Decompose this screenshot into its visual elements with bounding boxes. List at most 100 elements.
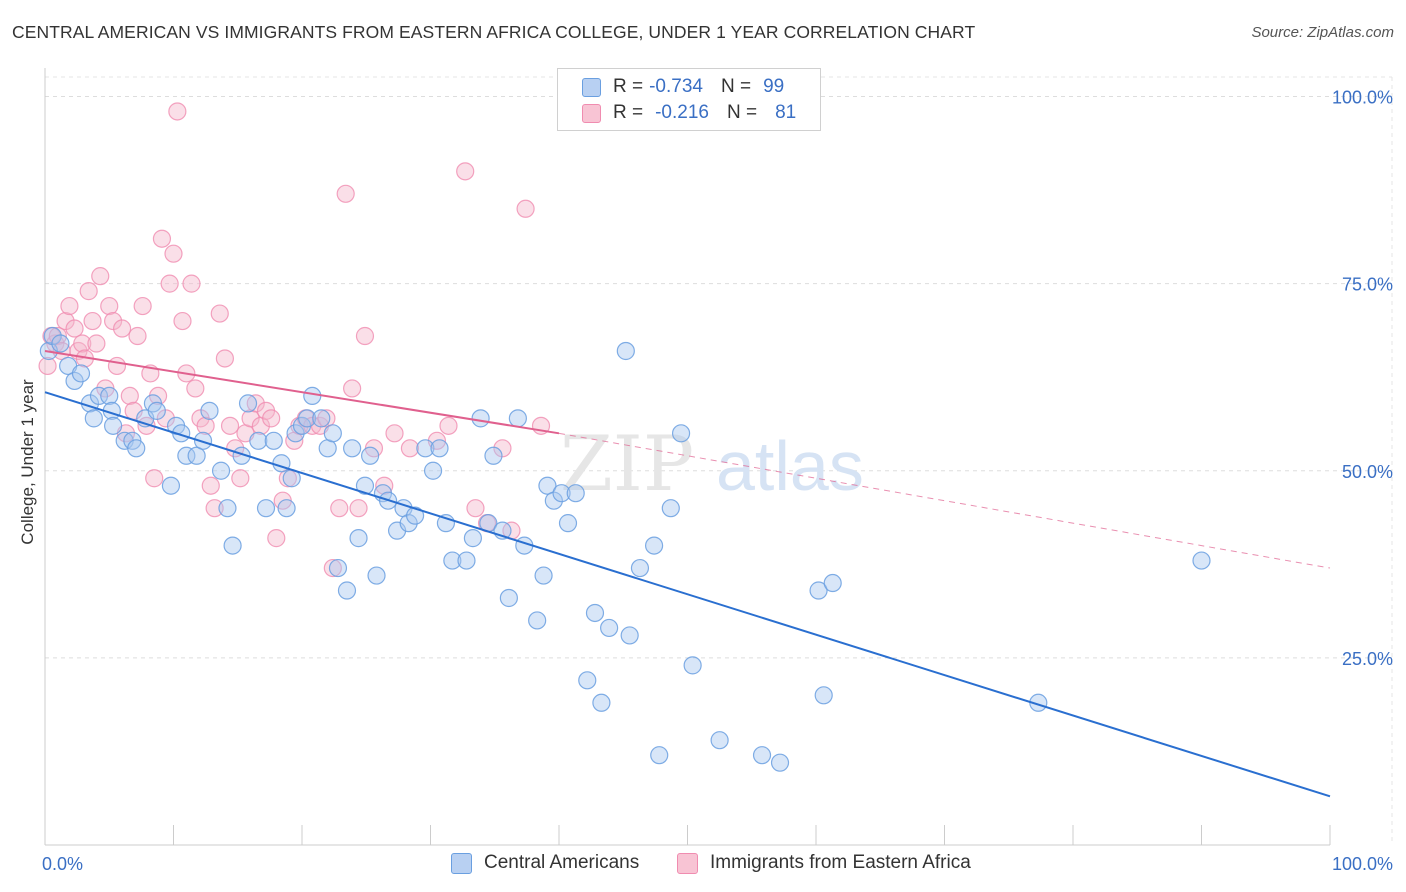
- data-point-central-americans: [499, 588, 518, 608]
- data-point-central-americans: [578, 671, 597, 690]
- data-point-eastern-africa: [87, 334, 106, 353]
- data-point-eastern-africa: [385, 424, 404, 443]
- data-point-central-americans: [303, 386, 322, 405]
- data-point-central-americans: [286, 424, 305, 443]
- data-point-eastern-africa: [107, 356, 127, 376]
- legend-swatch-blue: [582, 77, 601, 97]
- data-point-eastern-africa: [38, 356, 57, 376]
- data-point-central-americans: [508, 409, 527, 428]
- data-point-central-americans: [277, 499, 296, 518]
- data-point-eastern-africa: [278, 469, 297, 488]
- data-point-eastern-africa: [516, 199, 535, 218]
- data-point-central-americans: [616, 341, 635, 361]
- data-point-central-americans: [104, 416, 123, 435]
- data-point-central-americans: [211, 461, 231, 480]
- data-point-central-americans: [51, 334, 70, 353]
- data-point-eastern-africa: [456, 162, 475, 181]
- data-point-eastern-africa: [79, 282, 98, 301]
- data-point-central-americans: [534, 566, 553, 585]
- trend-line-central-americans: [44, 391, 1331, 798]
- series-legend: Central Americans Immigrants from Easter…: [0, 852, 1406, 876]
- data-point-central-americans: [399, 514, 418, 533]
- data-point-eastern-africa: [186, 379, 205, 398]
- data-point-central-americans: [809, 581, 828, 600]
- legend-r-label: R =: [613, 76, 644, 97]
- data-point-central-americans: [661, 499, 680, 518]
- y-tick-label: 100.0%: [1332, 88, 1393, 108]
- data-point-eastern-africa: [400, 439, 420, 458]
- legend-item-eastern-africa[interactable]: Immigrants from Eastern Africa: [677, 852, 971, 874]
- data-point-central-americans: [585, 603, 605, 623]
- data-point-central-americans: [592, 693, 611, 712]
- data-point-central-americans: [161, 476, 181, 495]
- data-point-central-americans: [650, 746, 669, 765]
- data-point-central-americans: [630, 558, 650, 578]
- data-point-central-americans: [361, 446, 380, 465]
- data-point-central-americans: [538, 476, 557, 495]
- data-point-central-americans: [249, 431, 268, 450]
- data-point-eastern-africa: [168, 102, 187, 121]
- data-point-central-americans: [552, 484, 571, 503]
- data-point-eastern-africa: [60, 296, 79, 316]
- legend-row-eastern-africa: R = -0.216 N = 81: [582, 102, 796, 124]
- data-point-eastern-africa: [128, 326, 147, 346]
- data-point-central-americans: [443, 551, 462, 570]
- data-point-eastern-africa: [466, 499, 485, 518]
- y-tick-label: 25.0%: [1342, 649, 1393, 669]
- data-point-central-americans: [89, 386, 109, 405]
- legend-n-value: 81: [775, 102, 797, 123]
- legend-item-central-americans[interactable]: Central Americans: [451, 852, 639, 874]
- data-point-central-americans: [312, 409, 331, 428]
- data-point-central-americans: [71, 364, 91, 383]
- legend-n-value: 99: [763, 76, 785, 97]
- tick-labels: 25.0% 50.0% 75.0% 100.0% 0.0% 100.0%: [42, 88, 1393, 875]
- data-point-central-americans: [823, 573, 842, 593]
- data-point-central-americans: [484, 446, 503, 465]
- data-point-central-americans: [457, 551, 476, 570]
- data-point-eastern-africa: [152, 229, 172, 248]
- data-point-eastern-africa: [267, 529, 286, 548]
- data-point-eastern-africa: [343, 379, 362, 398]
- legend-n-label: N =: [726, 102, 758, 123]
- trend-line-eastern-africa-extension: [558, 432, 1331, 569]
- data-point-central-americans: [193, 431, 213, 450]
- data-point-central-americans: [337, 581, 357, 600]
- data-point-eastern-africa: [182, 274, 201, 293]
- data-point-eastern-africa: [262, 409, 281, 428]
- data-point-eastern-africa: [220, 416, 240, 435]
- data-point-central-americans: [187, 446, 206, 465]
- data-point-eastern-africa: [112, 319, 132, 338]
- data-point-central-americans: [683, 656, 702, 675]
- data-point-eastern-africa: [323, 558, 342, 578]
- data-point-eastern-africa: [205, 499, 224, 518]
- data-point-eastern-africa: [91, 267, 110, 286]
- legend-r-value: -0.216: [655, 102, 709, 123]
- trend-line-eastern-africa: [44, 350, 560, 435]
- data-point-eastern-africa: [349, 499, 368, 518]
- data-point-central-americans: [100, 386, 119, 405]
- data-point-central-americans: [1192, 551, 1211, 570]
- chart-title: CENTRAL AMERICAN VS IMMIGRANTS FROM EAST…: [12, 22, 976, 42]
- axes: [44, 68, 1331, 846]
- data-point-eastern-africa: [133, 296, 152, 316]
- data-point-eastern-africa: [65, 319, 84, 338]
- data-point-central-americans: [223, 536, 242, 555]
- data-point-eastern-africa: [336, 184, 355, 203]
- data-point-central-americans: [218, 499, 237, 518]
- data-point-central-americans: [343, 439, 362, 458]
- y-tick-label: 75.0%: [1342, 275, 1393, 295]
- data-point-central-americans: [463, 529, 483, 548]
- data-point-central-americans: [264, 431, 283, 450]
- legend-label-eastern-africa: Immigrants from Eastern Africa: [710, 852, 971, 873]
- data-point-central-americans: [405, 506, 425, 525]
- data-point-eastern-africa: [439, 416, 458, 435]
- data-point-eastern-africa: [215, 349, 234, 368]
- data-point-central-americans: [566, 484, 585, 503]
- series-central-americans-points: [39, 326, 1211, 772]
- data-point-central-americans: [752, 746, 772, 765]
- data-point-central-americans: [43, 326, 62, 346]
- legend-r-label: R =: [613, 102, 644, 123]
- watermark-zip: ZIP: [560, 419, 694, 508]
- y-axis-label: College, Under 1 year: [18, 379, 37, 545]
